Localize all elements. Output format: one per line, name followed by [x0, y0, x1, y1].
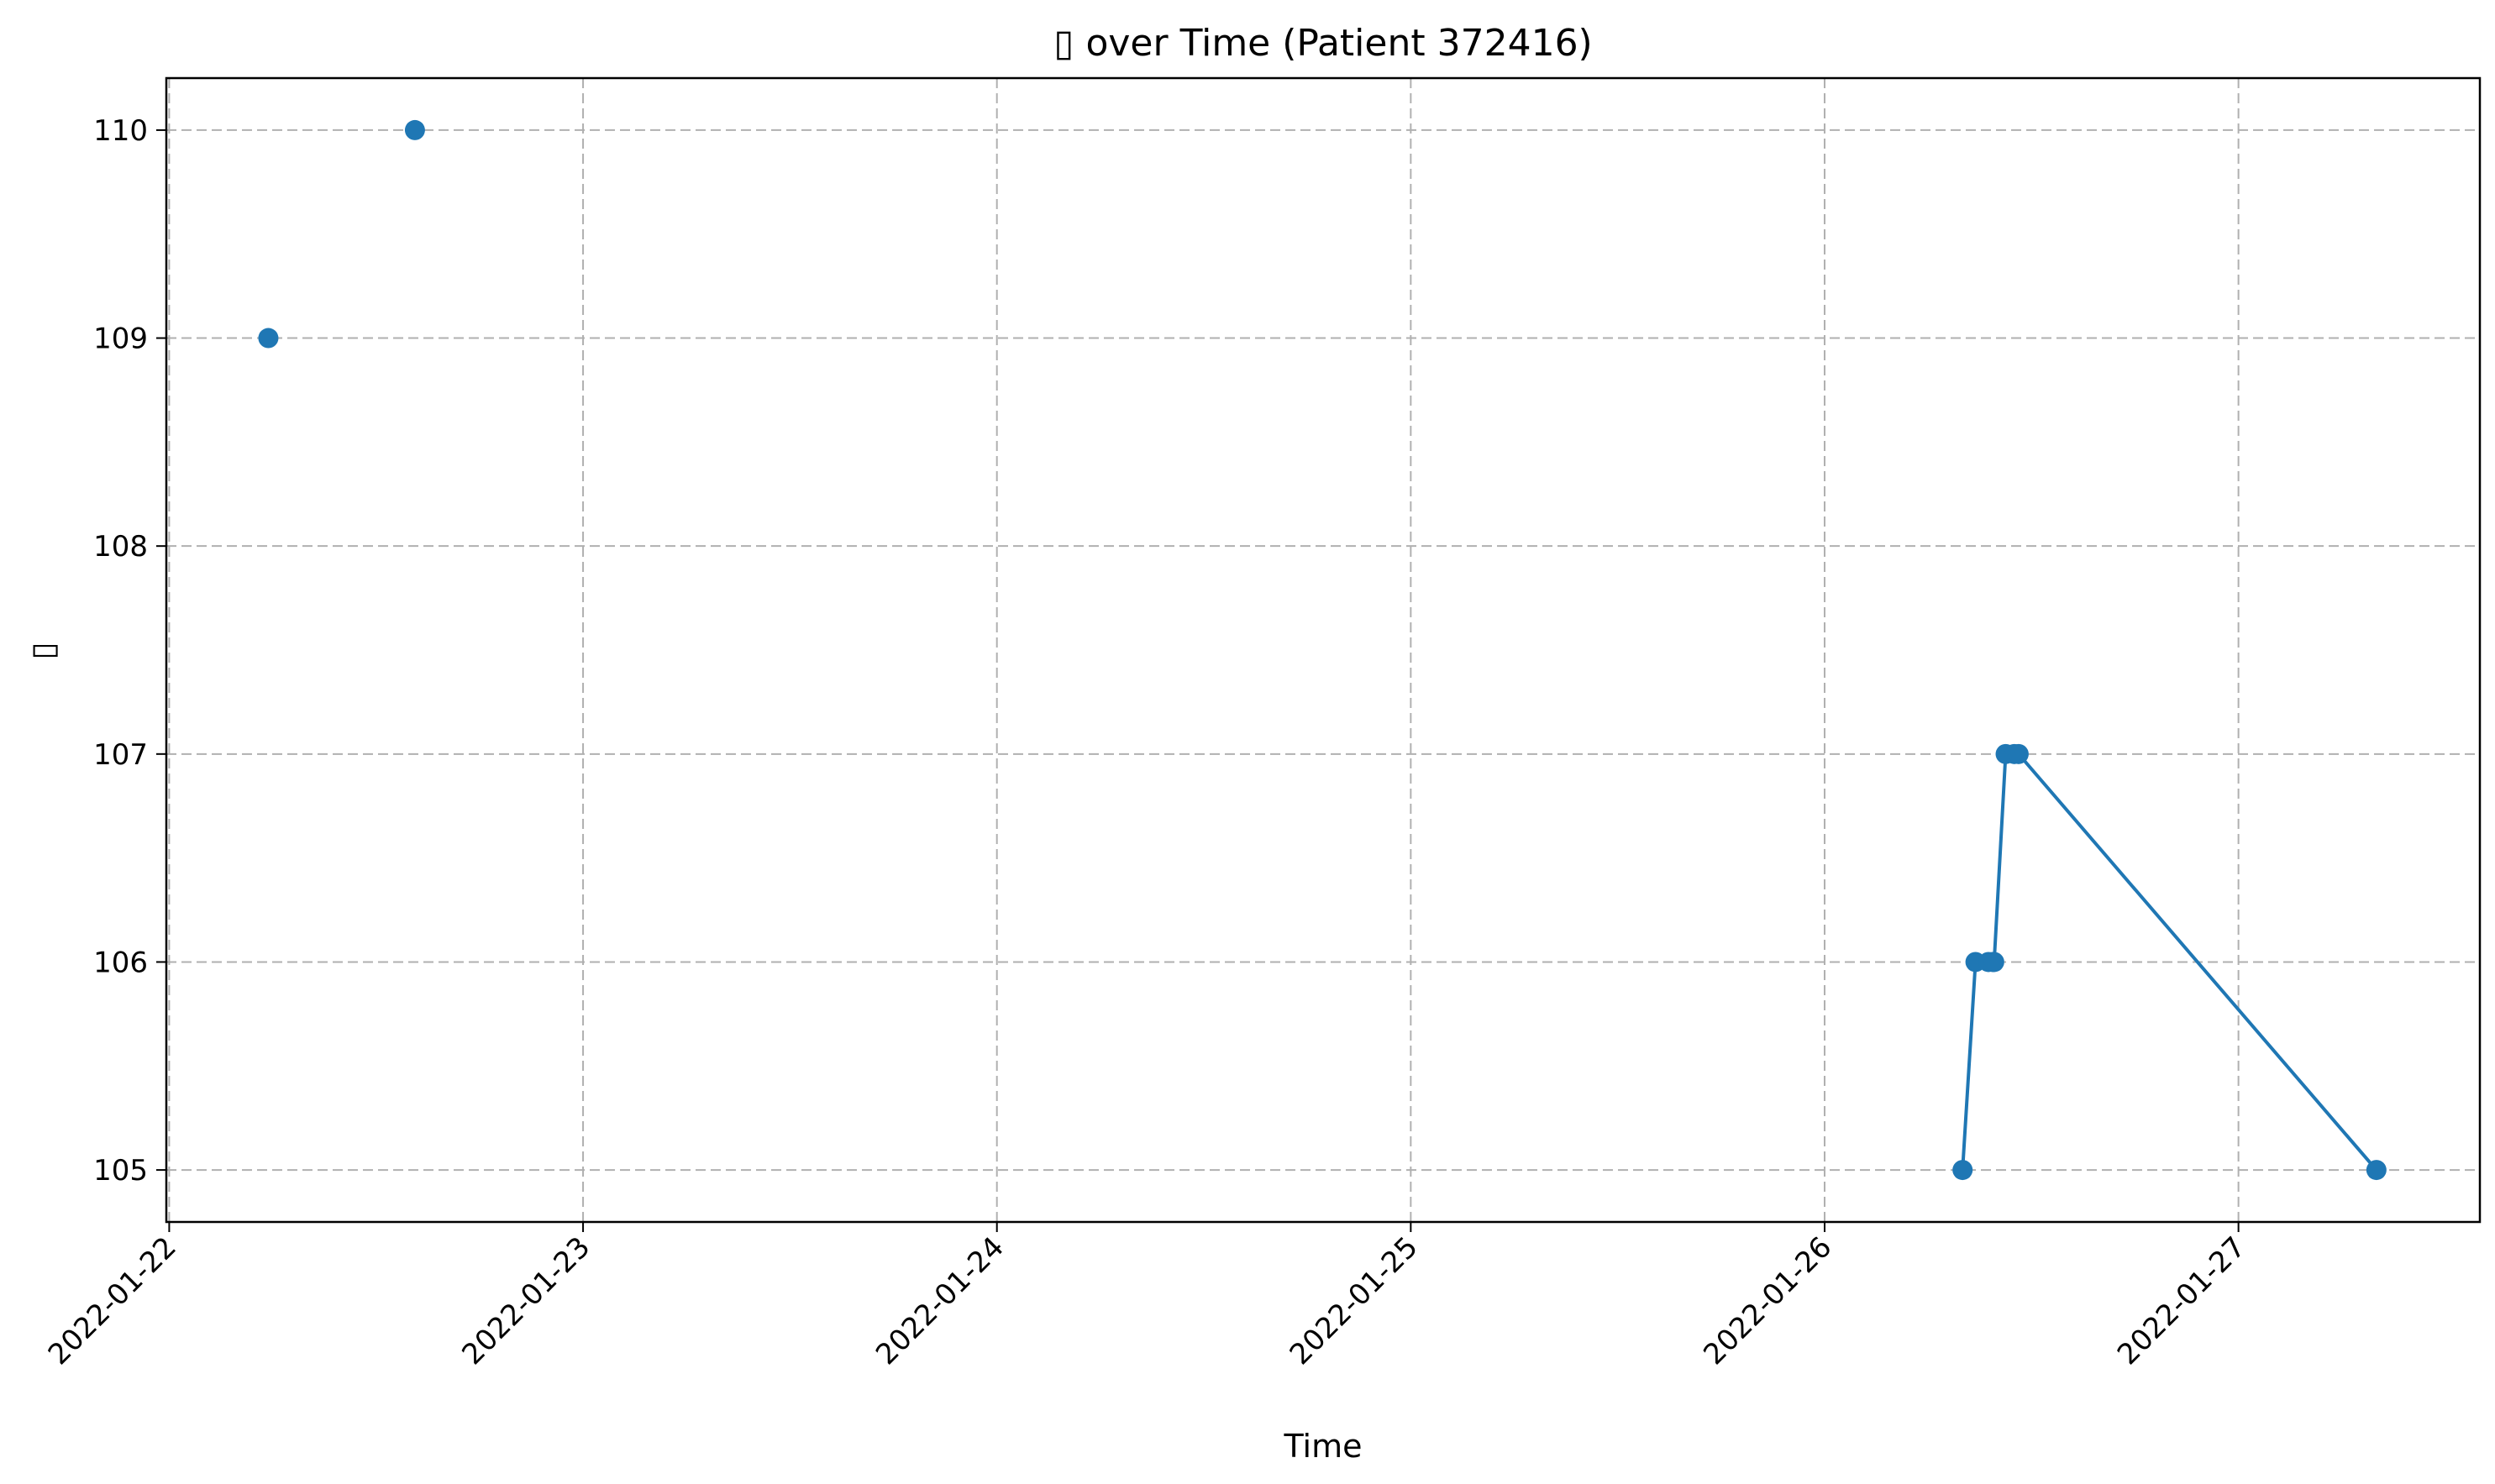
x-tick-label: 2022-01-27 [2111, 1230, 2252, 1371]
y-tick-label: 109 [93, 322, 148, 356]
plot-frame [165, 76, 2482, 1224]
x-axis-ticks: 2022-01-22 2022-01-23 2022-01-24 2022-01-25… [42, 1222, 2252, 1371]
y-tick-label: 107 [93, 738, 148, 772]
data-point [2008, 743, 2029, 764]
y-axis-ticks: 105 106 107 108 109 110 [93, 114, 166, 1188]
data-point [1983, 952, 2004, 973]
chart-title: ▯ over Time (Patient 372416) [1053, 22, 1592, 65]
y-tick-label: 108 [93, 530, 148, 564]
plot-data [258, 119, 2387, 1181]
data-point [2366, 1160, 2387, 1181]
x-tick-label: 2022-01-24 [869, 1230, 1011, 1371]
y-tick-label: 106 [93, 946, 148, 979]
x-axis-label: Time [1284, 1428, 1363, 1465]
x-tick-label: 2022-01-25 [1284, 1230, 1425, 1371]
y-tick-label: 105 [93, 1154, 148, 1188]
grid-lines [166, 78, 2480, 1222]
y-tick-label: 110 [93, 114, 148, 148]
data-point [404, 119, 425, 140]
y-axis-label: ▯ [24, 642, 61, 660]
data-point [1952, 1160, 1973, 1181]
x-tick-label: 2022-01-26 [1697, 1230, 1838, 1371]
data-point [258, 328, 279, 349]
x-tick-label: 2022-01-22 [42, 1230, 183, 1371]
x-tick-label: 2022-01-23 [455, 1230, 596, 1371]
